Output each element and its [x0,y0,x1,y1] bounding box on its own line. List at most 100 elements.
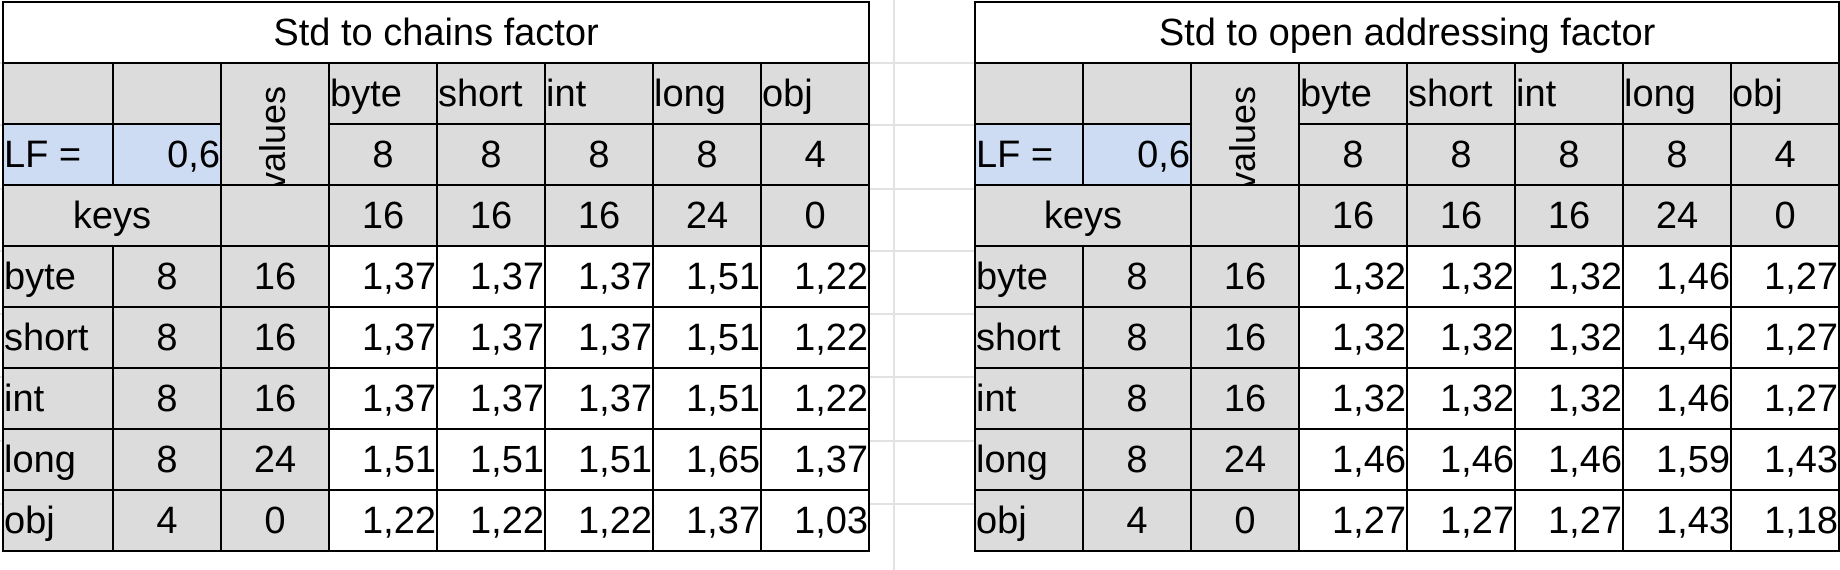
row-bytes-cell[interactable]: 16 [1190,245,1300,308]
value-size-cell[interactable]: 8 [652,123,762,186]
factor-cell[interactable]: 1,65 [652,428,762,491]
factor-cell[interactable]: 1,22 [436,489,546,552]
row-size-cell[interactable]: 4 [1082,489,1192,552]
row-size-cell[interactable]: 8 [112,428,222,491]
header-type-cell[interactable]: byte [1298,62,1408,125]
row-type-cell[interactable]: short [2,306,114,369]
blank-cell[interactable] [1190,184,1300,247]
header-type-cell[interactable]: obj [1729,62,1840,125]
keys-label-cell[interactable]: keys [974,184,1192,247]
blank-cell[interactable] [112,62,222,125]
factor-cell[interactable]: 1,51 [544,428,654,491]
table-title[interactable]: Std to open addressing factor [973,1,1840,64]
factor-cell[interactable]: 1,37 [328,367,438,430]
factor-cell[interactable]: 1,22 [544,489,654,552]
blank-cell[interactable] [2,62,114,125]
header-type-cell[interactable]: int [1514,62,1624,125]
key-size-cell[interactable]: 16 [544,184,654,247]
row-bytes-cell[interactable]: 16 [220,245,330,308]
factor-cell[interactable]: 1,27 [1298,489,1408,552]
row-size-cell[interactable]: 8 [112,245,222,308]
row-bytes-cell[interactable]: 16 [1190,306,1300,369]
factor-cell[interactable]: 1,27 [1729,306,1840,369]
row-type-cell[interactable]: int [2,367,114,430]
factor-cell[interactable]: 1,22 [759,306,871,369]
factor-cell[interactable]: 1,27 [1729,245,1840,308]
header-type-cell[interactable]: short [436,62,546,125]
row-type-cell[interactable]: int [974,367,1084,430]
factor-cell[interactable]: 1,59 [1622,428,1732,491]
row-size-cell[interactable]: 8 [1082,306,1192,369]
blank-cell[interactable] [1082,62,1192,125]
factor-cell[interactable]: 1,51 [436,428,546,491]
factor-cell[interactable]: 1,43 [1622,489,1732,552]
factor-cell[interactable]: 1,32 [1298,367,1408,430]
factor-cell[interactable]: 1,46 [1622,245,1732,308]
header-type-cell[interactable]: obj [759,62,871,125]
factor-cell[interactable]: 1,27 [1406,489,1516,552]
row-size-cell[interactable]: 8 [1082,428,1192,491]
key-size-cell[interactable]: 16 [1298,184,1408,247]
value-size-cell[interactable]: 8 [1406,123,1516,186]
row-bytes-cell[interactable]: 16 [220,367,330,430]
factor-cell[interactable]: 1,18 [1729,489,1840,552]
factor-cell[interactable]: 1,46 [1622,367,1732,430]
row-bytes-cell[interactable]: 16 [1190,367,1300,430]
row-type-cell[interactable]: short [974,306,1084,369]
lf-value-cell[interactable]: 0,6 [112,123,222,186]
factor-cell[interactable]: 1,22 [328,489,438,552]
row-type-cell[interactable]: obj [974,489,1084,552]
row-type-cell[interactable]: obj [2,489,114,552]
value-size-cell[interactable]: 8 [1622,123,1732,186]
factor-cell[interactable]: 1,37 [544,367,654,430]
factor-cell[interactable]: 1,51 [652,367,762,430]
header-type-cell[interactable]: int [544,62,654,125]
factor-cell[interactable]: 1,37 [544,306,654,369]
factor-cell[interactable]: 1,37 [544,245,654,308]
factor-cell[interactable]: 1,37 [652,489,762,552]
factor-cell[interactable]: 1,32 [1298,306,1408,369]
header-type-cell[interactable]: byte [328,62,438,125]
factor-cell[interactable]: 1,46 [1514,428,1624,491]
key-size-cell[interactable]: 16 [1406,184,1516,247]
value-size-cell[interactable]: 8 [328,123,438,186]
row-type-cell[interactable]: long [974,428,1084,491]
key-size-cell[interactable]: 16 [1514,184,1624,247]
value-size-cell[interactable]: 8 [1514,123,1624,186]
lf-label-cell[interactable]: LF = [2,123,114,186]
header-type-cell[interactable]: long [1622,62,1732,125]
factor-cell[interactable]: 1,32 [1514,245,1624,308]
row-size-cell[interactable]: 8 [1082,245,1192,308]
blank-cell[interactable] [974,62,1084,125]
factor-cell[interactable]: 1,51 [652,245,762,308]
factor-cell[interactable]: 1,37 [436,306,546,369]
value-size-cell[interactable]: 8 [436,123,546,186]
factor-cell[interactable]: 1,22 [759,367,871,430]
value-size-cell[interactable]: 4 [1729,123,1840,186]
values-label-cell[interactable]: values [220,62,330,186]
factor-cell[interactable]: 1,22 [759,245,871,308]
factor-cell[interactable]: 1,32 [1406,306,1516,369]
row-bytes-cell[interactable]: 16 [220,306,330,369]
factor-cell[interactable]: 1,27 [1514,489,1624,552]
row-bytes-cell[interactable]: 0 [1190,489,1300,552]
factor-cell[interactable]: 1,32 [1406,367,1516,430]
header-type-cell[interactable]: long [652,62,762,125]
factor-cell[interactable]: 1,37 [759,428,871,491]
factor-cell[interactable]: 1,32 [1514,306,1624,369]
header-type-cell[interactable]: short [1406,62,1516,125]
row-type-cell[interactable]: long [2,428,114,491]
value-size-cell[interactable]: 8 [544,123,654,186]
factor-cell[interactable]: 1,43 [1729,428,1840,491]
factor-cell[interactable]: 1,46 [1406,428,1516,491]
factor-cell[interactable]: 1,27 [1729,367,1840,430]
factor-cell[interactable]: 1,51 [328,428,438,491]
value-size-cell[interactable]: 4 [759,123,871,186]
blank-cell[interactable] [220,184,330,247]
row-size-cell[interactable]: 8 [1082,367,1192,430]
factor-cell[interactable]: 1,46 [1298,428,1408,491]
row-size-cell[interactable]: 8 [112,306,222,369]
factor-cell[interactable]: 1,32 [1298,245,1408,308]
row-bytes-cell[interactable]: 0 [220,489,330,552]
key-size-cell[interactable]: 16 [328,184,438,247]
